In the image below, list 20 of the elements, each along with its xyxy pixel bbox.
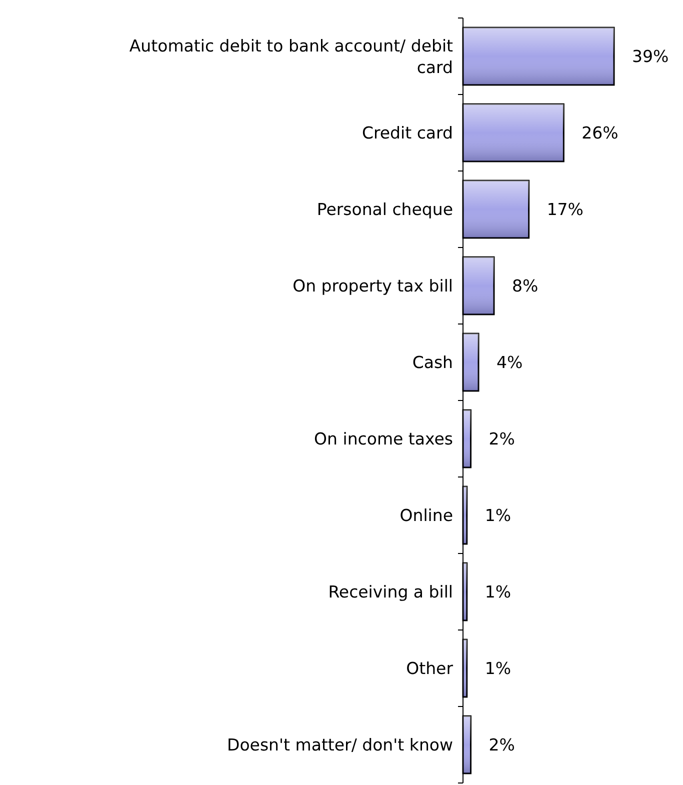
y-tick-label: On property tax bill xyxy=(292,276,453,296)
data-label: 8% xyxy=(512,276,538,296)
data-label: 26% xyxy=(582,124,618,143)
data-label: 2% xyxy=(488,736,515,755)
y-tick-label: Personal cheque xyxy=(316,200,453,220)
y-tick-label: Cash xyxy=(412,353,453,372)
y-tick-label: Doesn't matter/ don't know xyxy=(227,736,453,755)
y-tick-label: Receiving a bill xyxy=(328,582,453,602)
y-tick-label: Online xyxy=(400,506,453,526)
y-tick-label: Automatic debit to bank account/ debit card xyxy=(129,36,454,77)
y-tick-label: Other xyxy=(406,659,454,678)
data-label: 4% xyxy=(496,353,523,372)
data-label: 1% xyxy=(484,582,512,602)
data-label: 1% xyxy=(484,506,512,526)
y-tick-label: On income taxes xyxy=(314,430,453,449)
data-label: 17% xyxy=(546,200,584,220)
data-label: 1% xyxy=(484,659,512,678)
data-label: 39% xyxy=(632,47,669,66)
y-tick-label: Credit card xyxy=(362,124,453,143)
data-label: 2% xyxy=(488,430,515,449)
